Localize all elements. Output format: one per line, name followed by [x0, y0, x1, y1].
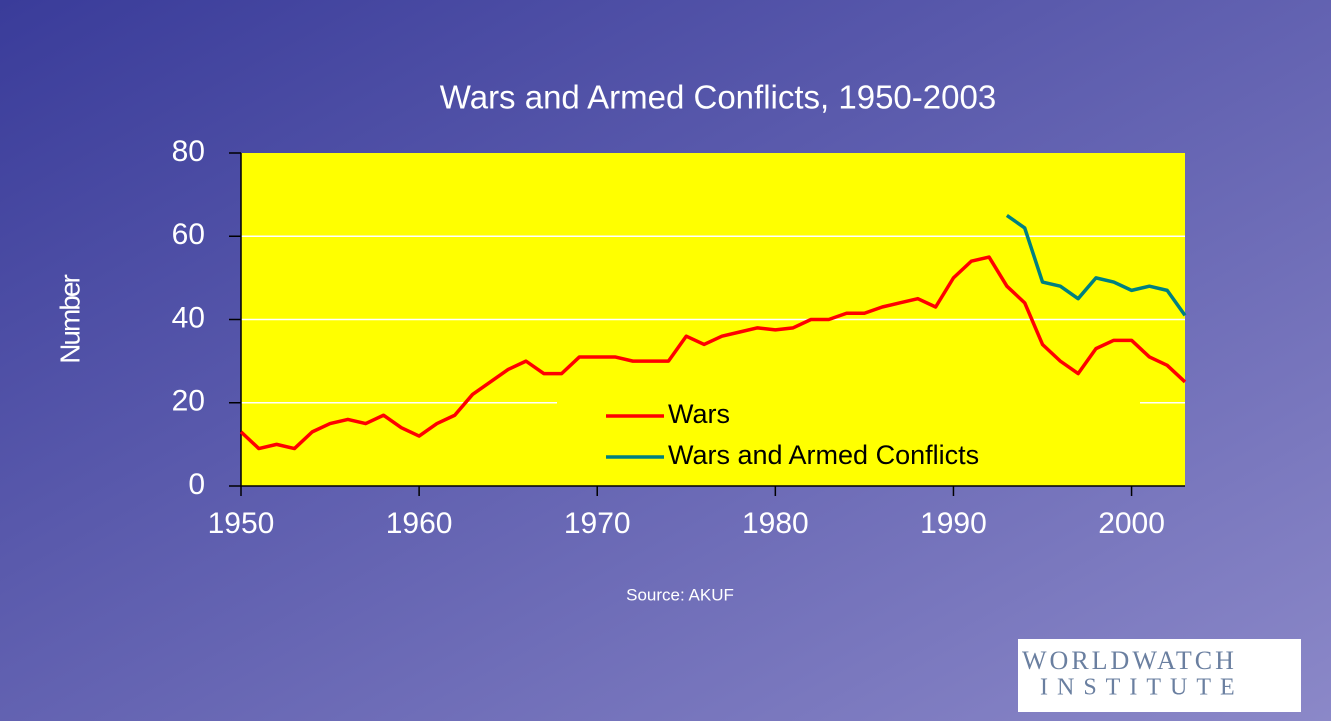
x-tick-label: 2000 — [1098, 507, 1165, 540]
logo: WORLDWATCH INSTITUTE — [1018, 639, 1301, 712]
x-tick-label: 1970 — [564, 507, 631, 540]
source: Source: AKUF — [626, 585, 734, 604]
y-tick-label: 0 — [188, 468, 205, 501]
y-axis-label: Number — [54, 275, 85, 364]
logo-line2: INSTITUTE — [1040, 675, 1244, 701]
x-tick-label: 1960 — [386, 507, 453, 540]
line-series — [239, 255, 1187, 451]
legend-box — [557, 392, 1140, 478]
line-series — [1005, 214, 1187, 317]
x-tick-label: 1950 — [208, 507, 275, 540]
x-tick-label: 1990 — [920, 507, 987, 540]
y-tick-label: 40 — [172, 301, 205, 334]
y-tick-label: 80 — [172, 135, 205, 168]
x-tick-label: 1980 — [742, 507, 809, 540]
chart-title: Wars and Armed Conflicts, 1950-2003 — [440, 79, 996, 116]
logo-line1: WORLDWATCH — [1022, 646, 1237, 675]
y-tick-label: 60 — [172, 218, 205, 251]
logo-box — [1018, 639, 1301, 712]
y-tick-label: 20 — [172, 385, 205, 418]
legend-label: Wars and Armed Conflicts — [668, 440, 979, 470]
legend-label: Wars — [668, 399, 730, 429]
